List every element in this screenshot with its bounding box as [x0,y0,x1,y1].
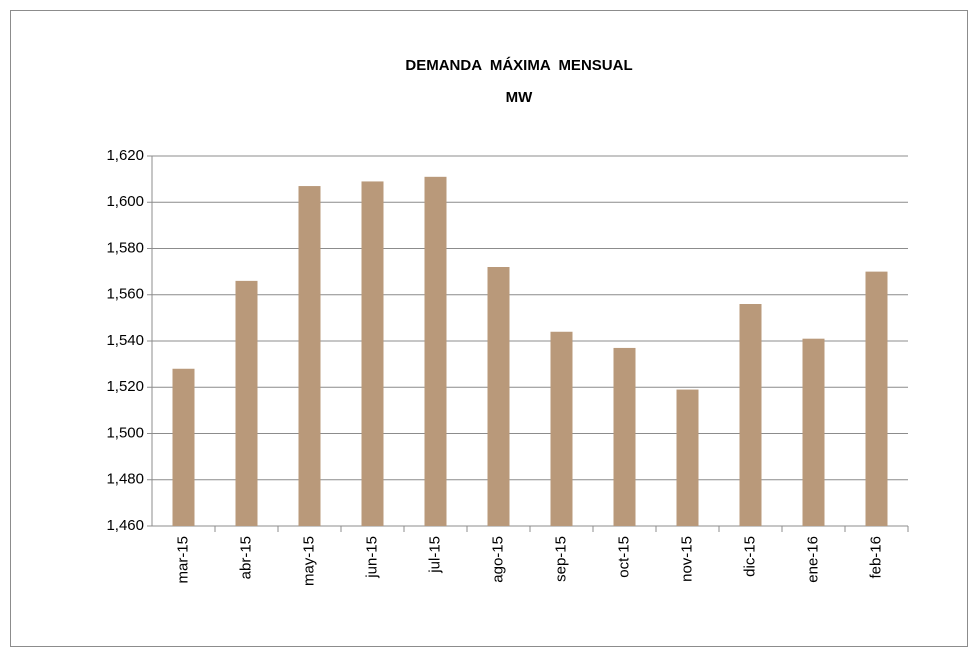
bar [487,267,510,526]
bar [361,181,384,526]
x-tick-label: may-15 [300,536,317,586]
bar [865,271,888,526]
y-tick-label: 1,620 [106,147,144,164]
bar [676,389,699,526]
y-tick-label: 1,560 [106,286,144,303]
bar [172,368,195,526]
chart-subtitle: MW [506,89,533,106]
x-tick-label: mar-15 [174,536,191,584]
x-tick-label: oct-15 [615,536,632,578]
bar [424,176,447,526]
bar [739,304,762,526]
x-tick-label: abr-15 [237,536,254,579]
bar [235,280,258,526]
x-tick-label: jul-15 [426,536,443,574]
x-tick-label: ene-16 [804,536,821,583]
x-tick-label: jun-15 [363,536,380,579]
x-tick-label: feb-16 [867,536,884,579]
y-tick-label: 1,600 [106,193,144,210]
chart-title: DEMANDA MÁXIMA MENSUAL [405,57,632,74]
bar [802,338,825,526]
x-tick-label: nov-15 [678,536,695,582]
bar [550,331,573,526]
y-tick-label: 1,580 [106,239,144,256]
y-tick-label: 1,500 [106,424,144,441]
bar [298,186,321,526]
y-tick-label: 1,460 [106,517,144,534]
y-tick-label: 1,480 [106,471,144,488]
x-tick-label: ago-15 [489,536,506,583]
x-tick-label: dic-15 [741,536,758,577]
y-tick-label: 1,540 [106,332,144,349]
bar [613,347,636,526]
y-tick-label: 1,520 [106,378,144,395]
x-tick-label: sep-15 [552,536,569,582]
